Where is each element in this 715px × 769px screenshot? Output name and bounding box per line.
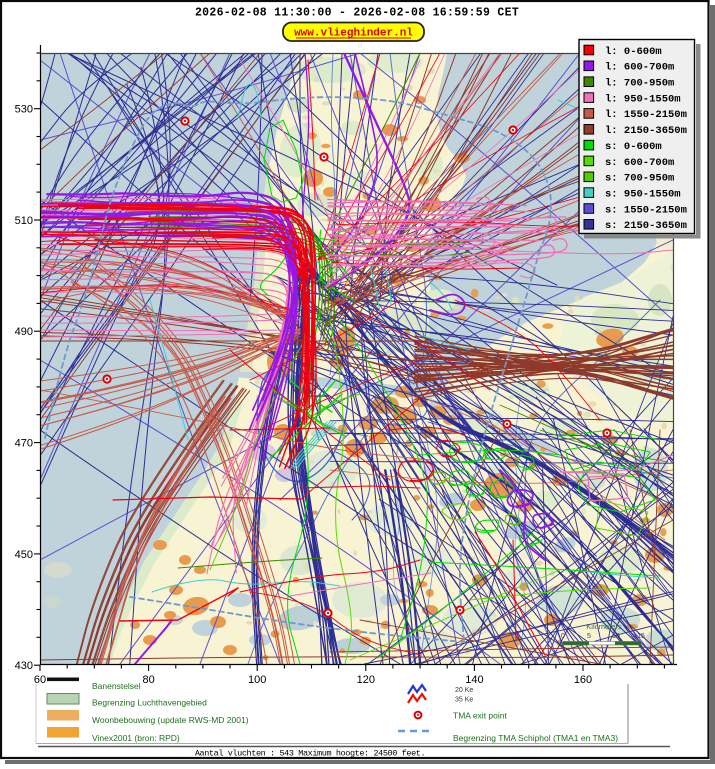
svg-text:s: 950-1550m: s: 950-1550m	[605, 189, 681, 201]
svg-text:35 Ke: 35 Ke	[455, 697, 473, 704]
svg-text:TMA exit point: TMA exit point	[453, 711, 507, 721]
svg-text:120: 120	[357, 674, 375, 686]
svg-text:100: 100	[248, 674, 266, 686]
svg-text:80: 80	[142, 674, 154, 686]
svg-text:www.vlieghinder.nl: www.vlieghinder.nl	[294, 28, 413, 40]
svg-text:Woonbebouwing (update RWS-MD 2: Woonbebouwing (update RWS-MD 2001)	[92, 715, 249, 725]
svg-text:l: 2150-3650m: l: 2150-3650m	[605, 125, 687, 137]
svg-text:Begrenzing Luchthavengebied: Begrenzing Luchthavengebied	[92, 698, 207, 708]
svg-text:Vinex2001 (bron: RPD): Vinex2001 (bron: RPD)	[92, 733, 180, 743]
svg-text:Begrenzing TMA Schiphol (TMA1: Begrenzing TMA Schiphol (TMA1 en TMA3)	[453, 733, 618, 743]
svg-text:20 Ke: 20 Ke	[455, 687, 473, 694]
svg-text:0: 0	[561, 633, 565, 640]
svg-text:450: 450	[15, 549, 33, 561]
svg-text:430: 430	[15, 660, 33, 672]
svg-text:510: 510	[15, 215, 33, 227]
svg-text:l: 700-950m: l: 700-950m	[605, 78, 674, 90]
svg-text:s: 1550-2150m: s: 1550-2150m	[605, 204, 687, 216]
svg-text:530: 530	[15, 104, 33, 116]
svg-text:160: 160	[574, 674, 592, 686]
svg-text:Aantal vluchten : 543 Maximum: Aantal vluchten : 543 Maximum hoogte: 24…	[195, 749, 425, 759]
svg-text:Banenstelsel: Banenstelsel	[92, 681, 141, 691]
svg-text:Kilometers: Kilometers	[586, 622, 622, 631]
svg-text:s: 700-950m: s: 700-950m	[605, 173, 674, 185]
svg-text:s: 600-700m: s: 600-700m	[605, 157, 674, 169]
svg-text:l: 1550-2150m: l: 1550-2150m	[605, 109, 687, 121]
svg-text:5: 5	[587, 633, 591, 640]
svg-text:l: 600-700m: l: 600-700m	[605, 62, 674, 74]
svg-text:140: 140	[465, 674, 483, 686]
svg-text:15: 15	[637, 633, 645, 640]
svg-text:490: 490	[15, 326, 33, 338]
svg-text:10: 10	[612, 633, 620, 640]
svg-text:l: 950-1550m: l: 950-1550m	[605, 93, 681, 105]
svg-text:l: 0-600m: l: 0-600m	[605, 46, 662, 58]
svg-text:60: 60	[34, 674, 46, 686]
svg-text:s: 0-600m: s: 0-600m	[605, 141, 662, 153]
svg-text:2026-02-08 11:30:00 - 2026-02-: 2026-02-08 11:30:00 - 2026-02-08 16:59:5…	[195, 7, 519, 20]
svg-text:s: 2150-3650m: s: 2150-3650m	[605, 220, 687, 232]
svg-text:470: 470	[15, 438, 33, 450]
